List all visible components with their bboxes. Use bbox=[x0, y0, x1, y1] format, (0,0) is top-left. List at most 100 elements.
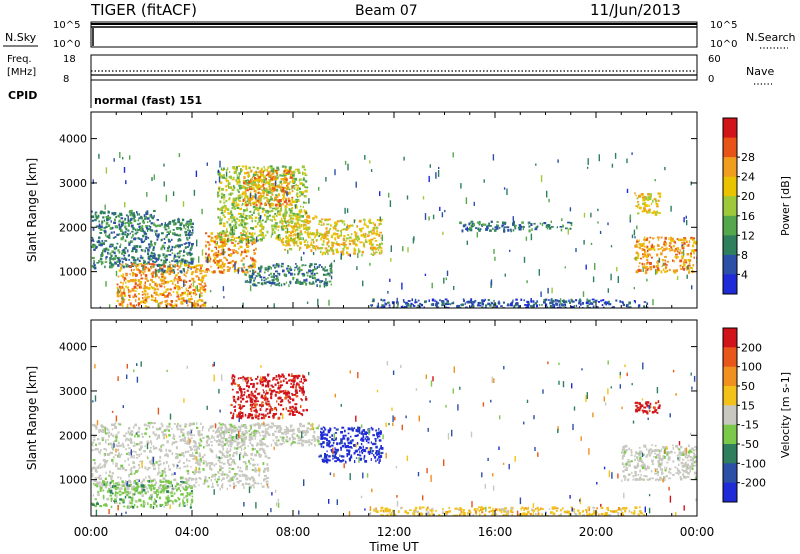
echo-cell bbox=[114, 236, 117, 238]
echo-cell bbox=[172, 463, 175, 466]
echo-cell bbox=[275, 175, 278, 179]
echo-cell bbox=[303, 168, 307, 171]
echo-cell bbox=[397, 302, 399, 308]
echo-cell bbox=[288, 208, 290, 211]
echo-cell bbox=[256, 463, 259, 466]
echo-cell bbox=[285, 209, 287, 213]
echo-cell bbox=[192, 458, 195, 461]
echo-cell bbox=[175, 453, 178, 455]
echo-cell bbox=[163, 285, 166, 289]
echo-cell bbox=[402, 246, 404, 252]
echo-cell bbox=[249, 203, 252, 207]
echo-cell bbox=[305, 440, 308, 443]
echo-cell bbox=[166, 299, 168, 302]
echo-cell bbox=[253, 486, 255, 489]
echo-cell bbox=[165, 474, 167, 477]
echo-cell bbox=[151, 274, 154, 278]
echo-cell bbox=[306, 245, 308, 248]
echo-cell bbox=[220, 167, 223, 171]
echo-cell bbox=[188, 232, 190, 235]
echo-cell bbox=[657, 199, 660, 202]
echo-cell bbox=[139, 460, 142, 463]
echo-cell bbox=[298, 210, 302, 214]
echo-cell bbox=[331, 234, 333, 238]
echo-cell bbox=[655, 265, 658, 268]
echo-cell bbox=[281, 431, 283, 435]
echo-cell bbox=[567, 221, 570, 224]
echo-cell bbox=[223, 167, 225, 170]
echo-cell bbox=[241, 195, 243, 199]
echo-cell bbox=[568, 299, 570, 303]
echo-cell bbox=[145, 297, 148, 300]
echo-cell bbox=[146, 440, 149, 444]
echo-cell bbox=[602, 299, 605, 302]
echo-cell bbox=[105, 281, 107, 287]
echo-cell bbox=[248, 435, 252, 439]
echo-cell bbox=[321, 280, 324, 283]
echo-cell bbox=[313, 265, 316, 269]
echo-cell bbox=[403, 301, 406, 304]
echo-cell bbox=[173, 438, 175, 440]
echo-cell bbox=[176, 261, 179, 264]
echo-cell bbox=[299, 223, 301, 226]
echo-cell bbox=[127, 229, 130, 232]
echo-cell bbox=[163, 269, 167, 273]
echo-cell bbox=[364, 155, 366, 160]
colorbar-swatch bbox=[723, 215, 737, 236]
echo-cell bbox=[388, 304, 391, 307]
echo-cell bbox=[185, 275, 187, 278]
echo-cell bbox=[651, 243, 653, 246]
echo-cell bbox=[303, 279, 306, 282]
echo-cell bbox=[270, 197, 273, 201]
echo-cell bbox=[144, 298, 147, 302]
echo-cell bbox=[281, 239, 284, 242]
echo-cell bbox=[172, 264, 174, 267]
echo-cell bbox=[166, 280, 170, 284]
echo-cell bbox=[235, 447, 239, 450]
echo-cell bbox=[484, 306, 487, 308]
echo-cell bbox=[264, 213, 266, 217]
echo-cell bbox=[297, 219, 301, 221]
echo-cell bbox=[663, 262, 665, 267]
echo-cell bbox=[251, 202, 254, 205]
echo-cell bbox=[361, 253, 363, 257]
echo-cell bbox=[301, 264, 303, 267]
echo-cell bbox=[316, 230, 318, 233]
echo-cell bbox=[126, 303, 129, 307]
echo-cell bbox=[133, 481, 136, 484]
echo-cell bbox=[683, 264, 686, 266]
echo-cell bbox=[152, 246, 155, 249]
echo-cell bbox=[279, 220, 282, 224]
echo-cell bbox=[250, 275, 254, 278]
echo-cell bbox=[264, 175, 266, 177]
echo-cell bbox=[435, 300, 438, 304]
echo-cell bbox=[521, 221, 524, 224]
echo-cell bbox=[178, 153, 181, 158]
echo-cell bbox=[180, 302, 182, 304]
echo-cell bbox=[223, 435, 225, 438]
echo-cell bbox=[122, 265, 125, 269]
echo-cell bbox=[198, 282, 201, 285]
echo-cell bbox=[407, 303, 410, 307]
echo-cell bbox=[191, 271, 193, 274]
echo-cell bbox=[159, 448, 162, 450]
echo-cell bbox=[264, 267, 268, 270]
echo-cell bbox=[238, 247, 240, 250]
echo-cell bbox=[114, 247, 117, 250]
echo-cell bbox=[470, 224, 473, 228]
echo-cell bbox=[647, 210, 649, 214]
echo-cell bbox=[125, 222, 129, 224]
echo-cell bbox=[374, 223, 376, 226]
echo-cell bbox=[231, 260, 234, 263]
echo-cell bbox=[174, 263, 177, 267]
echo-cell bbox=[228, 182, 231, 185]
echo-cell bbox=[211, 436, 213, 440]
echo-cell bbox=[119, 444, 123, 447]
echo-cell bbox=[140, 228, 143, 232]
echo-cell bbox=[320, 250, 322, 254]
echo-cell bbox=[304, 231, 307, 234]
echo-cell bbox=[238, 212, 241, 215]
echo-cell bbox=[170, 267, 173, 270]
echo-cell bbox=[296, 187, 299, 190]
echo-cell bbox=[310, 439, 314, 441]
